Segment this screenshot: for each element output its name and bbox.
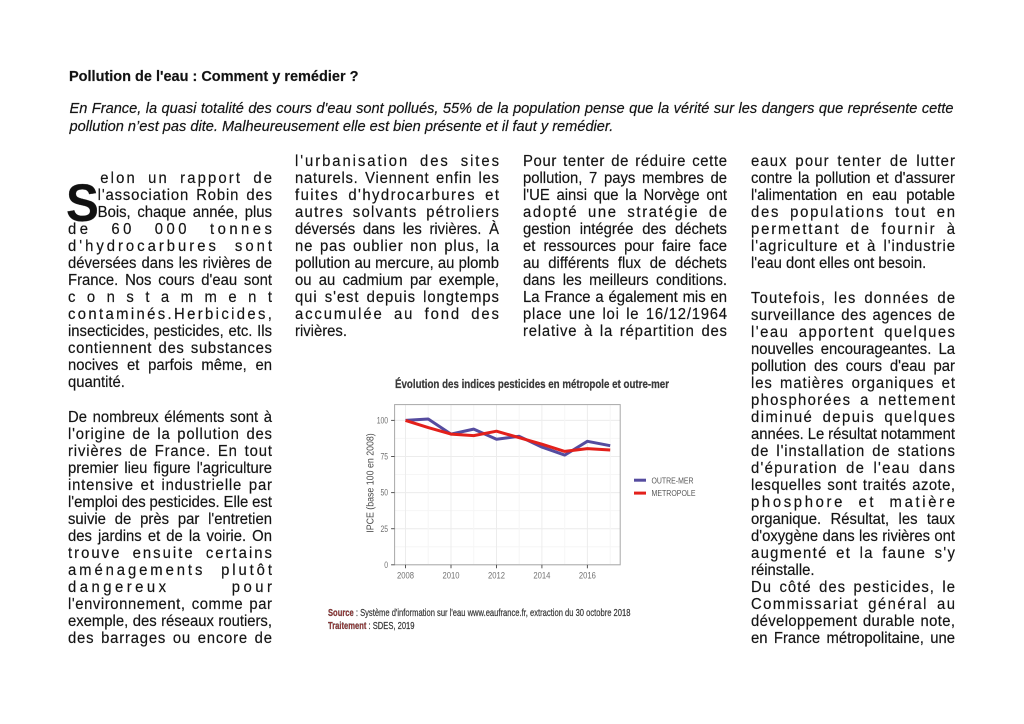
svg-text:2010: 2010: [443, 570, 460, 580]
svg-text:2014: 2014: [533, 570, 550, 580]
svg-text:OUTRE-MER: OUTRE-MER: [652, 475, 694, 485]
svg-text:75: 75: [381, 452, 389, 462]
svg-text:0: 0: [384, 560, 388, 570]
svg-text:25: 25: [381, 524, 389, 534]
svg-text:METROPOLE: METROPOLE: [652, 488, 696, 498]
svg-text:50: 50: [381, 488, 389, 498]
svg-text:2016: 2016: [579, 570, 596, 580]
svg-text:2008: 2008: [397, 570, 414, 580]
svg-text:IPCE (base 100 en 2008): IPCE (base 100 en 2008): [366, 433, 377, 533]
svg-text:2012: 2012: [488, 570, 505, 580]
svg-text:100: 100: [377, 416, 388, 426]
